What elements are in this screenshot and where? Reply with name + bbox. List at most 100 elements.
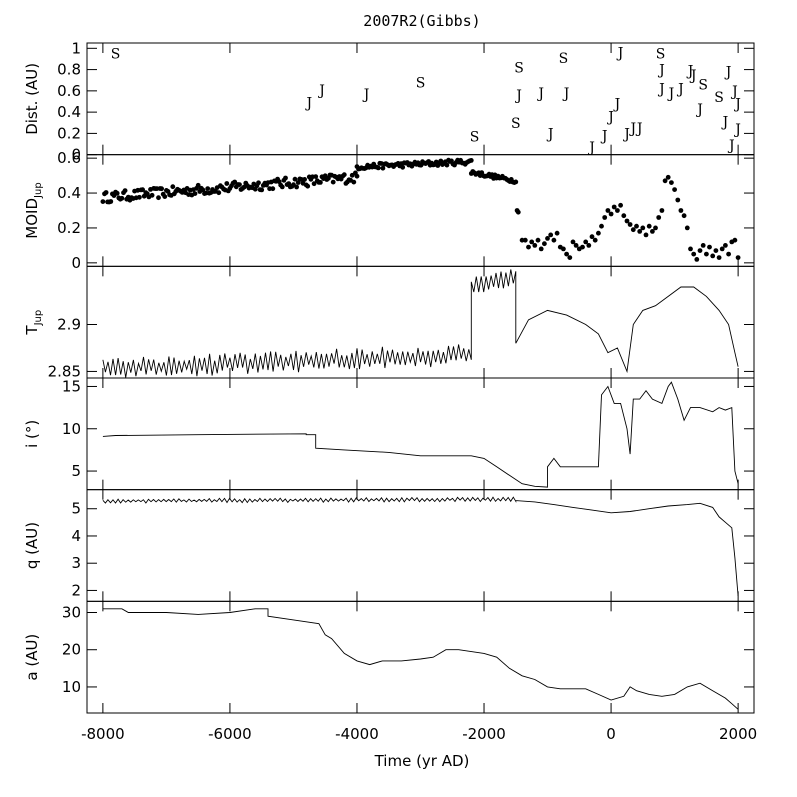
y-axis-label: q (AU) <box>23 522 41 569</box>
data-point <box>669 180 674 186</box>
data-point <box>681 213 687 219</box>
data-point <box>149 192 155 198</box>
marker-J: J <box>606 109 614 125</box>
data-point <box>513 179 519 185</box>
data-point <box>444 162 450 168</box>
marker-J: J <box>733 97 741 113</box>
panel-frame <box>86 377 755 491</box>
data-point <box>634 223 639 229</box>
data-point <box>302 177 307 182</box>
marker-J: J <box>724 65 732 81</box>
y-tick-label: 20 <box>62 641 81 659</box>
data-point <box>573 243 579 248</box>
data-point <box>659 208 665 213</box>
data-point <box>678 208 684 213</box>
marker-J: J <box>695 102 703 118</box>
marker-J: J <box>600 129 608 145</box>
marker-J: J <box>514 88 522 104</box>
data-point <box>596 230 601 236</box>
marker-S: S <box>514 61 524 77</box>
marker-J: J <box>304 96 312 112</box>
data-point <box>567 255 573 260</box>
marker-J: J <box>317 83 325 99</box>
data-point <box>313 174 319 180</box>
marker-S: S <box>111 47 121 63</box>
data-point <box>646 223 652 229</box>
data-point <box>170 184 176 190</box>
data-point <box>351 179 357 185</box>
data-point <box>380 165 386 171</box>
data-point <box>108 199 114 204</box>
data-point <box>707 244 712 250</box>
marker-J: J <box>657 63 665 79</box>
y-axis-label: a (AU) <box>23 634 41 681</box>
y-tick-label: 0.4 <box>57 103 81 121</box>
y-tick-label: 10 <box>62 420 81 438</box>
data-point <box>529 239 535 245</box>
data-point <box>156 195 161 201</box>
data-point <box>723 243 728 248</box>
marker-S: S <box>416 75 426 91</box>
marker-J: J <box>587 140 595 156</box>
x-axis-label: Time (yr AD) <box>374 752 470 770</box>
y-axis-label-subscript: Jup <box>33 310 44 327</box>
data-point <box>640 225 646 231</box>
data-point <box>611 204 617 210</box>
data-point <box>580 244 585 250</box>
data-point <box>137 194 142 200</box>
marker-J: J <box>689 68 697 84</box>
y-tick-label: 5 <box>71 462 81 480</box>
data-point <box>605 208 611 213</box>
data-point <box>100 199 106 205</box>
data-point <box>700 243 706 248</box>
data-point <box>526 244 531 250</box>
data-point <box>311 181 317 187</box>
data-point <box>621 213 627 219</box>
series-line <box>102 381 739 488</box>
data-point <box>637 229 643 234</box>
data-point <box>283 175 288 181</box>
data-point <box>114 190 120 196</box>
data-point <box>602 215 608 220</box>
y-tick-label: 0.8 <box>57 61 81 79</box>
data-point <box>542 241 547 247</box>
data-point <box>224 181 230 186</box>
marker-S: S <box>656 47 666 63</box>
data-point <box>400 164 406 170</box>
panel-frame <box>86 154 755 267</box>
panel-frame <box>86 600 755 714</box>
panel-moid: 0 0.2 0.4 0.6 MOIDJup <box>23 149 755 272</box>
data-point <box>719 246 725 252</box>
x-tick-label: -6000 <box>208 725 252 743</box>
marker-J: J <box>635 121 643 137</box>
chart-title: 2007R2(Gibbs) <box>363 12 480 30</box>
data-point <box>279 184 285 190</box>
y-tick-label: 0.6 <box>57 149 81 167</box>
y-tick-label: 0.2 <box>57 219 81 237</box>
data-point <box>259 187 265 193</box>
data-point <box>545 236 550 241</box>
data-point <box>522 237 528 243</box>
data-point <box>292 176 298 182</box>
data-point <box>305 183 311 189</box>
y-axis-label-subscript: Jup <box>33 182 44 199</box>
x-tick-label: -2000 <box>462 725 506 743</box>
data-point <box>697 248 703 254</box>
data-point <box>672 187 677 193</box>
marker-J: J <box>622 126 630 142</box>
data-point <box>583 239 589 245</box>
y-tick-label: 1 <box>71 39 81 57</box>
marker-J: J <box>667 86 675 102</box>
data-point <box>295 180 301 185</box>
y-tick-label: 4 <box>71 527 81 545</box>
marker-J: J <box>727 138 735 154</box>
marker-S: S <box>698 78 708 94</box>
panel-q: 2 3 4 5 q (AU) <box>23 489 755 602</box>
marker-S: S <box>511 116 521 132</box>
data-point <box>564 251 569 257</box>
y-tick-label: 2 <box>71 581 81 599</box>
data-point <box>704 251 709 257</box>
y-axis-label: i (°) <box>23 420 41 448</box>
y-tick-label: 10 <box>62 678 81 696</box>
